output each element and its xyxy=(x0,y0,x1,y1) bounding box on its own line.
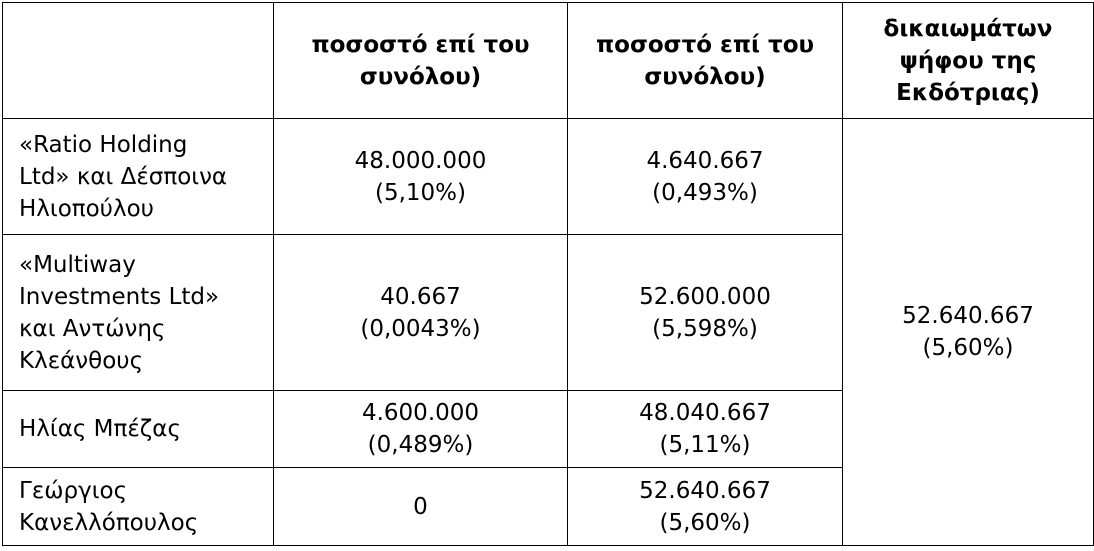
holder-name-line: Ηλίας Μπέζας xyxy=(19,416,181,442)
holder-name-cell: Ηλίας Μπέζας xyxy=(2,390,274,468)
header-cell-col2: ποσοστό επί του συνόλου) xyxy=(273,2,568,119)
header-col4-line: δικαιωμάτων xyxy=(883,15,1053,42)
holder-name-cell: «Ratio Holding Ltd» και Δέσποινα Ηλιοπού… xyxy=(2,118,274,235)
header-cell-col4: δικαιωμάτων ψήφου της Εκδότριας) xyxy=(842,2,1094,119)
share-percent: (5,598%) xyxy=(652,315,758,342)
holder-name-line: και Αντώνης xyxy=(19,315,166,342)
col3-value-cell: 48.040.667 (5,11%) xyxy=(567,390,843,468)
header-col3-line: συνόλου) xyxy=(644,63,766,90)
col2-value-cell: 48.000.000 (5,10%) xyxy=(273,118,568,235)
header-cell-col3: ποσοστό επί του συνόλου) xyxy=(567,2,843,119)
table-row: «Multiway Investments Ltd» και Αντώνης Κ… xyxy=(2,234,1094,391)
col3-value-cell: 52.600.000 (5,598%) xyxy=(567,234,843,391)
share-percent: (5,11%) xyxy=(659,432,751,458)
table-header-row: ποσοστό επί του συνόλου) ποσοστό επί του… xyxy=(2,2,1094,119)
col2-value-cell: 4.600.000 (0,489%) xyxy=(273,390,568,468)
col2-value-cell: 40.667 (0,0043%) xyxy=(273,234,568,391)
header-cell-holder xyxy=(2,2,274,119)
share-percent: (0,493%) xyxy=(652,179,758,206)
holder-name-line: Ηλιοπούλου xyxy=(19,195,154,222)
header-col3-line: ποσοστό επί του xyxy=(595,31,815,58)
share-percent: (5,10%) xyxy=(374,179,466,206)
share-count: 52.640.667 xyxy=(639,477,771,504)
share-count: 52.600.000 xyxy=(639,283,771,310)
share-count: 4.600.000 xyxy=(361,400,480,426)
share-percent: (0,0043%) xyxy=(360,315,481,342)
holder-name-line: Ltd» και Δέσποινα xyxy=(19,163,228,190)
holder-name-line: «Ratio Holding xyxy=(19,131,188,158)
holder-name-cell: Γεώργιος Κανελλόπουλος xyxy=(2,467,274,546)
total-voting-rights-cell: 52.640.667 (5,60%) xyxy=(842,118,1094,546)
share-count: 4.640.667 xyxy=(646,147,764,174)
share-count: 40.667 xyxy=(380,283,461,310)
col2-value-cell: 0 xyxy=(273,467,568,546)
total-count: 52.640.667 xyxy=(902,303,1034,329)
header-col4-line: Εκδότριας) xyxy=(896,79,1040,106)
share-count: 48.000.000 xyxy=(354,147,487,174)
header-col2-line: συνόλου) xyxy=(359,63,482,90)
share-percent: (0,489%) xyxy=(367,432,474,458)
table-row: Γεώργιος Κανελλόπουλος 0 52.640.667 (5,6… xyxy=(2,467,1094,546)
table-row: «Ratio Holding Ltd» και Δέσποινα Ηλιοπού… xyxy=(2,118,1094,546)
holder-name-line: Γεώργιος xyxy=(19,477,128,504)
header-col4-line: ψήφου της xyxy=(899,47,1037,74)
holder-name-cell: «Multiway Investments Ltd» και Αντώνης Κ… xyxy=(2,234,274,391)
header-col2-line: ποσοστό επί του xyxy=(311,31,530,58)
share-count: 0 xyxy=(413,493,428,520)
col3-value-cell: 4.640.667 (0,493%) xyxy=(567,118,843,235)
holder-name-line: «Multiway xyxy=(19,251,136,278)
total-percent: (5,60%) xyxy=(922,335,1014,361)
holder-name-line: Investments Ltd» xyxy=(19,283,220,310)
col3-value-cell: 52.640.667 (5,60%) xyxy=(567,467,843,546)
share-count: 48.040.667 xyxy=(639,400,771,426)
holder-name-line: Κανελλόπουλος xyxy=(19,509,199,536)
share-percent: (5,60%) xyxy=(659,509,751,536)
holder-name-line: Κλεάνθους xyxy=(19,347,144,374)
